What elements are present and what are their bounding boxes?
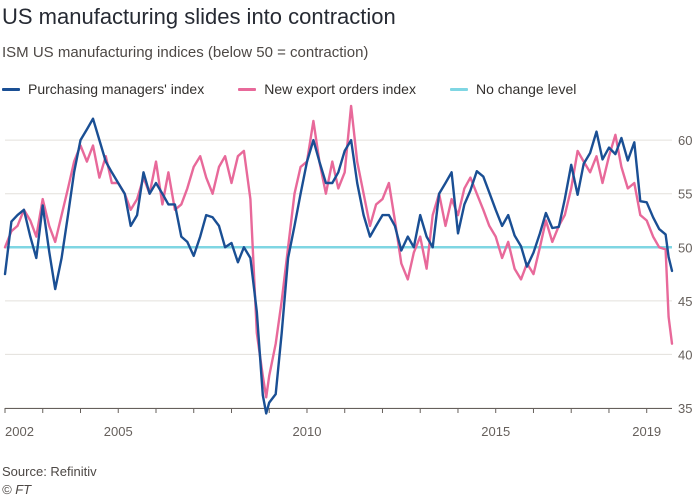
source-note: Source: Refinitiv [2,464,97,479]
y-tick-label: 45 [678,294,692,309]
legend-swatch-pmi [2,87,20,91]
x-tick-label: 2019 [632,424,661,439]
x-tick-label: 2005 [104,424,133,439]
legend-label-pmi: Purchasing managers' index [28,81,205,97]
legend-item-exports: New export orders index [238,81,416,97]
x-tick-label: 2002 [5,424,34,439]
legend-swatch-exports [238,87,257,91]
y-tick-label: 50 [678,240,692,255]
y-tick-label: 55 [678,187,692,202]
y-tick-label: 40 [678,347,692,362]
ft-credit: © FT [2,482,32,497]
legend-swatch-nochange [449,87,468,91]
y-tick-label: 60 [678,133,692,148]
legend-item-nochange: No change level [449,81,577,97]
series-line-pmi [3,117,674,415]
legend-label-nochange: No change level [475,81,577,97]
x-tick-label: 2010 [293,424,322,439]
series-line-new-export-orders [3,104,674,399]
chart-subtitle: ISM US manufacturing indices (below 50 =… [2,44,369,61]
legend: Purchasing managers' index New export or… [2,79,610,99]
legend-label-exports: New export orders index [264,81,416,97]
chart-title: US manufacturing slides into contraction [2,4,396,29]
legend-item-pmi: Purchasing managers' index [2,81,204,97]
x-tick-label: 2015 [481,424,510,439]
y-tick-label: 35 [678,401,692,416]
